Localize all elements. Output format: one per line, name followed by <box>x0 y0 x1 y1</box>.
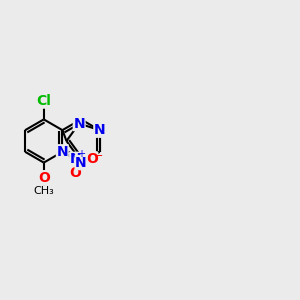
Text: +: + <box>77 149 85 159</box>
Text: N: N <box>70 152 81 167</box>
Text: CH₃: CH₃ <box>33 186 54 196</box>
Text: O: O <box>86 152 98 167</box>
Text: −: − <box>94 151 103 161</box>
Text: Cl: Cl <box>36 94 51 108</box>
Text: N: N <box>75 156 87 170</box>
Text: N: N <box>94 123 106 137</box>
Text: N: N <box>74 116 85 130</box>
Text: O: O <box>38 171 50 185</box>
Text: N: N <box>56 145 68 159</box>
Text: O: O <box>70 167 82 180</box>
